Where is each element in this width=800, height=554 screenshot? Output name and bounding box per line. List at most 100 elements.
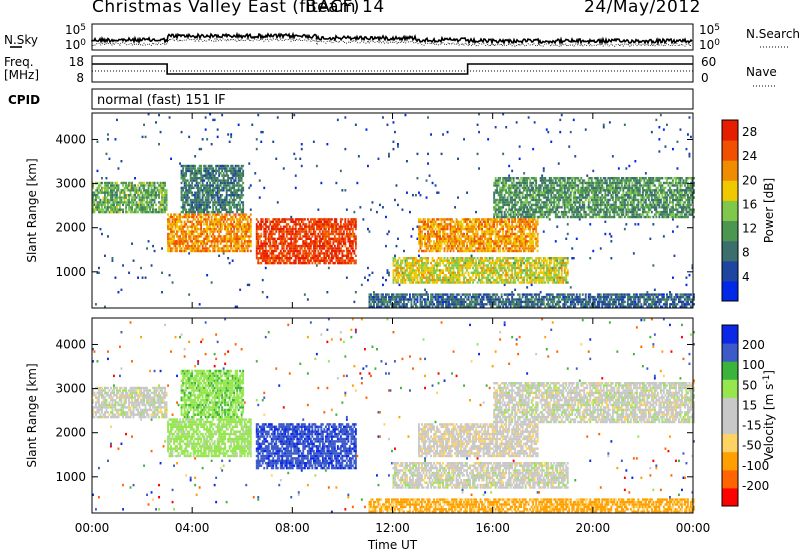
heatmap-cell xyxy=(143,208,145,211)
heatmap-cell xyxy=(134,210,136,214)
heatmap-cell xyxy=(314,254,317,257)
heatmap-cell xyxy=(263,257,266,260)
heatmap-cell xyxy=(171,281,174,284)
heatmap-cell xyxy=(332,223,335,226)
heatmap-cell xyxy=(212,247,215,250)
heatmap-cell xyxy=(152,194,154,197)
heatmap-cell xyxy=(433,223,435,226)
heatmap-cell xyxy=(469,220,471,223)
heatmap-cell xyxy=(338,227,341,231)
heatmap-cell xyxy=(264,242,267,245)
heatmap-cell xyxy=(147,194,150,197)
heatmap-cell xyxy=(430,300,432,304)
heatmap-cell xyxy=(416,266,419,270)
heatmap-cell xyxy=(197,227,200,231)
heatmap-cell xyxy=(419,278,422,282)
heatmap-cell xyxy=(318,218,321,221)
heatmap-cell xyxy=(475,261,477,265)
heatmap-cell xyxy=(392,274,395,277)
heatmap-cell xyxy=(198,186,201,190)
heatmap-cell xyxy=(302,254,305,257)
heatmap-cell xyxy=(481,227,483,231)
heatmap-cell xyxy=(491,247,494,250)
heatmap-cell xyxy=(104,254,106,257)
heatmap-cell xyxy=(478,237,480,240)
heatmap-cell xyxy=(276,201,279,204)
heatmap-cell xyxy=(206,235,209,238)
heatmap-cell xyxy=(242,227,245,231)
heatmap-cell xyxy=(192,213,195,216)
heatmap-cell xyxy=(379,203,381,207)
heatmap-cell xyxy=(449,269,452,272)
heatmap-cell xyxy=(255,244,258,248)
heatmap-cell xyxy=(421,237,423,240)
heatmap-cell xyxy=(192,194,195,197)
heatmap-cell xyxy=(323,218,326,221)
heatmap-cell xyxy=(185,172,188,175)
heatmap-cell xyxy=(460,225,462,228)
heatmap-cell xyxy=(437,278,440,282)
heatmap-cell xyxy=(485,298,488,301)
heatmap-cell xyxy=(494,189,497,192)
heatmap-cell xyxy=(394,259,396,262)
heatmap-cell xyxy=(413,293,416,296)
heatmap-cell xyxy=(144,276,147,279)
heatmap-cell xyxy=(442,261,444,265)
heatmap-cell xyxy=(216,169,219,173)
heatmap-cell xyxy=(147,210,150,214)
heatmap-cell xyxy=(183,201,186,204)
heatmap-cell xyxy=(203,247,206,250)
heatmap-cell xyxy=(421,240,423,243)
heatmap-cell xyxy=(467,261,470,265)
heatmap-cell xyxy=(275,242,278,245)
heatmap-cell xyxy=(92,208,94,211)
heatmap-cell xyxy=(388,152,390,156)
heatmap-cell xyxy=(476,225,479,228)
heatmap-cell xyxy=(499,247,502,250)
heatmap-cell xyxy=(185,208,188,211)
heatmap-cell xyxy=(180,164,183,168)
heatmap-cell xyxy=(266,242,269,245)
heatmap-cell xyxy=(111,181,114,185)
heatmap-cell xyxy=(499,186,502,190)
heatmap-cell xyxy=(197,237,200,240)
heatmap-cell xyxy=(466,235,468,238)
heatmap-cell xyxy=(219,225,222,228)
heatmap-cell xyxy=(436,300,438,304)
heatmap-cell xyxy=(436,232,438,236)
heatmap-cell xyxy=(321,237,324,240)
heatmap-cell xyxy=(203,169,206,173)
heatmap-cell xyxy=(185,191,188,194)
heatmap-cell xyxy=(443,259,446,262)
heatmap-cell xyxy=(308,261,311,265)
heatmap-cell xyxy=(116,196,118,199)
heatmap-cell xyxy=(308,249,311,253)
heatmap-cell xyxy=(273,261,276,265)
heatmap-cell xyxy=(382,206,384,209)
heatmap-cell xyxy=(183,215,186,219)
heatmap-cell xyxy=(237,208,240,211)
heatmap-cell xyxy=(502,177,505,180)
heatmap-cell xyxy=(263,259,266,262)
heatmap-cell xyxy=(111,189,114,192)
heatmap-cell xyxy=(354,227,357,231)
heatmap-cell xyxy=(419,281,422,284)
heatmap-cell xyxy=(496,259,499,262)
heatmap-cell xyxy=(508,247,511,250)
heatmap-cell xyxy=(460,303,462,306)
heatmap-cell xyxy=(207,215,210,219)
heatmap-cell xyxy=(218,249,221,253)
heatmap-cell xyxy=(266,259,269,262)
heatmap-cell xyxy=(345,230,348,233)
heatmap-cell xyxy=(418,227,420,231)
heatmap-cell xyxy=(505,223,508,226)
heatmap-cell xyxy=(499,215,502,219)
heatmap-cell xyxy=(421,303,423,306)
heatmap-cell xyxy=(314,257,317,260)
heatmap-cell xyxy=(475,230,477,233)
heatmap-cell xyxy=(395,266,398,270)
heatmap-cell xyxy=(463,235,465,238)
heatmap-cell xyxy=(508,230,511,233)
heatmap-cell xyxy=(324,227,327,231)
heatmap-cell xyxy=(448,237,450,240)
